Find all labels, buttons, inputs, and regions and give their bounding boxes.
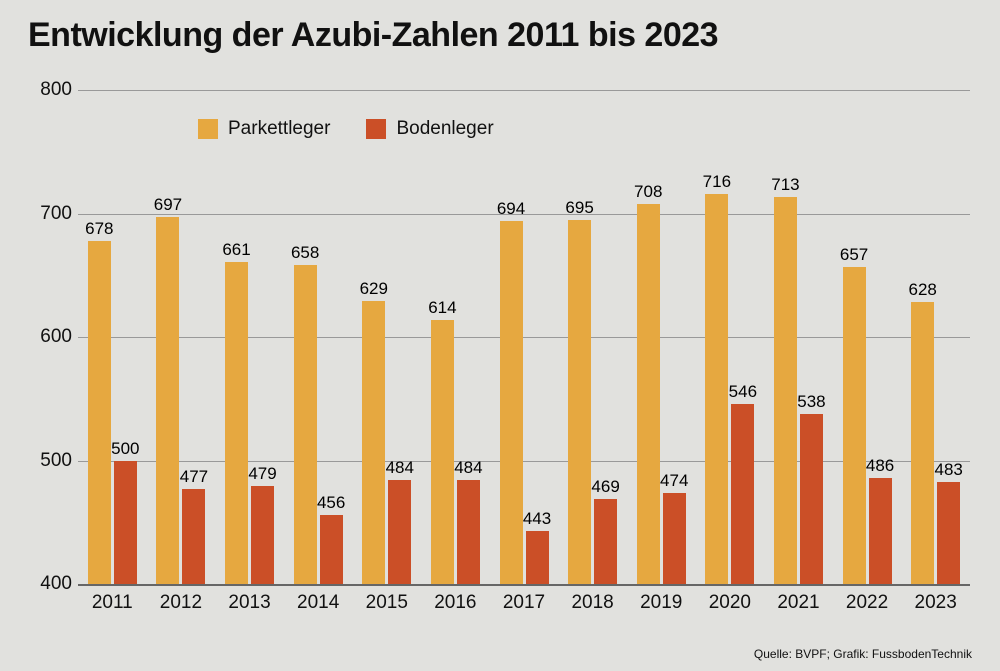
- legend-label-parkettleger: Parkettleger: [228, 118, 330, 140]
- x-axis-tick: 2013: [228, 592, 270, 614]
- bar-value-label: 477: [164, 467, 224, 487]
- bar-parkettleger: [637, 204, 660, 584]
- bar-bodenleger: [526, 531, 549, 584]
- bar-bodenleger: [388, 480, 411, 584]
- bar-bodenleger: [800, 414, 823, 584]
- bar-value-label: 658: [275, 243, 335, 263]
- bar-value-label: 474: [644, 471, 704, 491]
- x-axis-tick: 2021: [777, 592, 819, 614]
- x-axis-tick: 2022: [846, 592, 888, 614]
- bar-bodenleger: [320, 515, 343, 584]
- x-axis-tick: 2023: [915, 592, 957, 614]
- legend-item-bodenleger: Bodenleger: [366, 118, 493, 140]
- bar-parkettleger: [843, 267, 866, 584]
- bar-value-label: 538: [781, 392, 841, 412]
- bar-parkettleger: [431, 320, 454, 584]
- bar-value-label: 614: [412, 298, 472, 318]
- bar-parkettleger: [568, 220, 591, 584]
- bar-value-label: 661: [207, 240, 267, 260]
- x-axis-tick: 2012: [160, 592, 202, 614]
- bar-value-label: 697: [138, 195, 198, 215]
- bar-value-label: 500: [95, 439, 155, 459]
- legend-swatch-bodenleger: [366, 119, 386, 139]
- x-axis-tick: 2018: [571, 592, 613, 614]
- bar-bodenleger: [457, 480, 480, 584]
- bar-value-label: 443: [507, 509, 567, 529]
- bar-value-label: 483: [919, 460, 979, 480]
- y-axis-tick: 500: [28, 450, 72, 472]
- bar-parkettleger: [362, 301, 385, 584]
- bar-value-label: 628: [893, 280, 953, 300]
- y-axis-tick: 400: [28, 573, 72, 595]
- bar-bodenleger: [182, 489, 205, 584]
- bar-parkettleger: [156, 217, 179, 584]
- chart-container: Parkettleger Bodenleger 400 500 600 700 800 2…: [28, 70, 972, 630]
- legend-item-parkettleger: Parkettleger: [198, 118, 330, 140]
- bar-value-label: 469: [576, 477, 636, 497]
- legend-swatch-parkettleger: [198, 119, 218, 139]
- bar-value-label: 484: [438, 458, 498, 478]
- gridline: [78, 337, 970, 338]
- x-axis-tick: 2017: [503, 592, 545, 614]
- bar-bodenleger: [731, 404, 754, 584]
- legend-label-bodenleger: Bodenleger: [396, 118, 493, 140]
- x-axis-tick: 2011: [92, 592, 133, 614]
- bar-value-label: 484: [370, 458, 430, 478]
- x-axis-tick: 2014: [297, 592, 339, 614]
- y-axis-tick: 600: [28, 326, 72, 348]
- bar-value-label: 546: [713, 382, 773, 402]
- bar-value-label: 657: [824, 245, 884, 265]
- bar-value-label: 479: [233, 464, 293, 484]
- bar-parkettleger: [294, 265, 317, 584]
- y-axis-tick: 800: [28, 79, 72, 101]
- bar-parkettleger: [225, 262, 248, 584]
- legend: Parkettleger Bodenleger: [198, 118, 494, 140]
- bar-value-label: 678: [69, 219, 129, 239]
- bar-bodenleger: [594, 499, 617, 584]
- bar-value-label: 695: [550, 198, 610, 218]
- x-axis-tick: 2015: [366, 592, 408, 614]
- source-credit: Quelle: BVPF; Grafik: FussbodenTechnik: [754, 647, 972, 661]
- y-axis-tick: 700: [28, 203, 72, 225]
- bar-parkettleger: [88, 241, 111, 584]
- bar-value-label: 694: [481, 199, 541, 219]
- bar-bodenleger: [663, 493, 686, 584]
- bar-value-label: 716: [687, 172, 747, 192]
- x-axis-tick: 2016: [434, 592, 476, 614]
- chart-title: Entwicklung der Azubi-Zahlen 2011 bis 20…: [28, 16, 718, 55]
- gridline: [78, 90, 970, 91]
- plot-area: Parkettleger Bodenleger 4005006007008002…: [78, 90, 970, 586]
- bar-parkettleger: [500, 221, 523, 584]
- bar-value-label: 456: [301, 493, 361, 513]
- bar-bodenleger: [869, 478, 892, 584]
- bar-value-label: 486: [850, 456, 910, 476]
- x-axis-tick: 2019: [640, 592, 682, 614]
- bar-parkettleger: [911, 302, 934, 584]
- bar-value-label: 708: [618, 182, 678, 202]
- bar-bodenleger: [114, 461, 137, 585]
- bar-bodenleger: [937, 482, 960, 585]
- gridline: [78, 461, 970, 462]
- bar-value-label: 629: [344, 279, 404, 299]
- x-axis-tick: 2020: [709, 592, 751, 614]
- bar-value-label: 713: [755, 175, 815, 195]
- bar-bodenleger: [251, 486, 274, 584]
